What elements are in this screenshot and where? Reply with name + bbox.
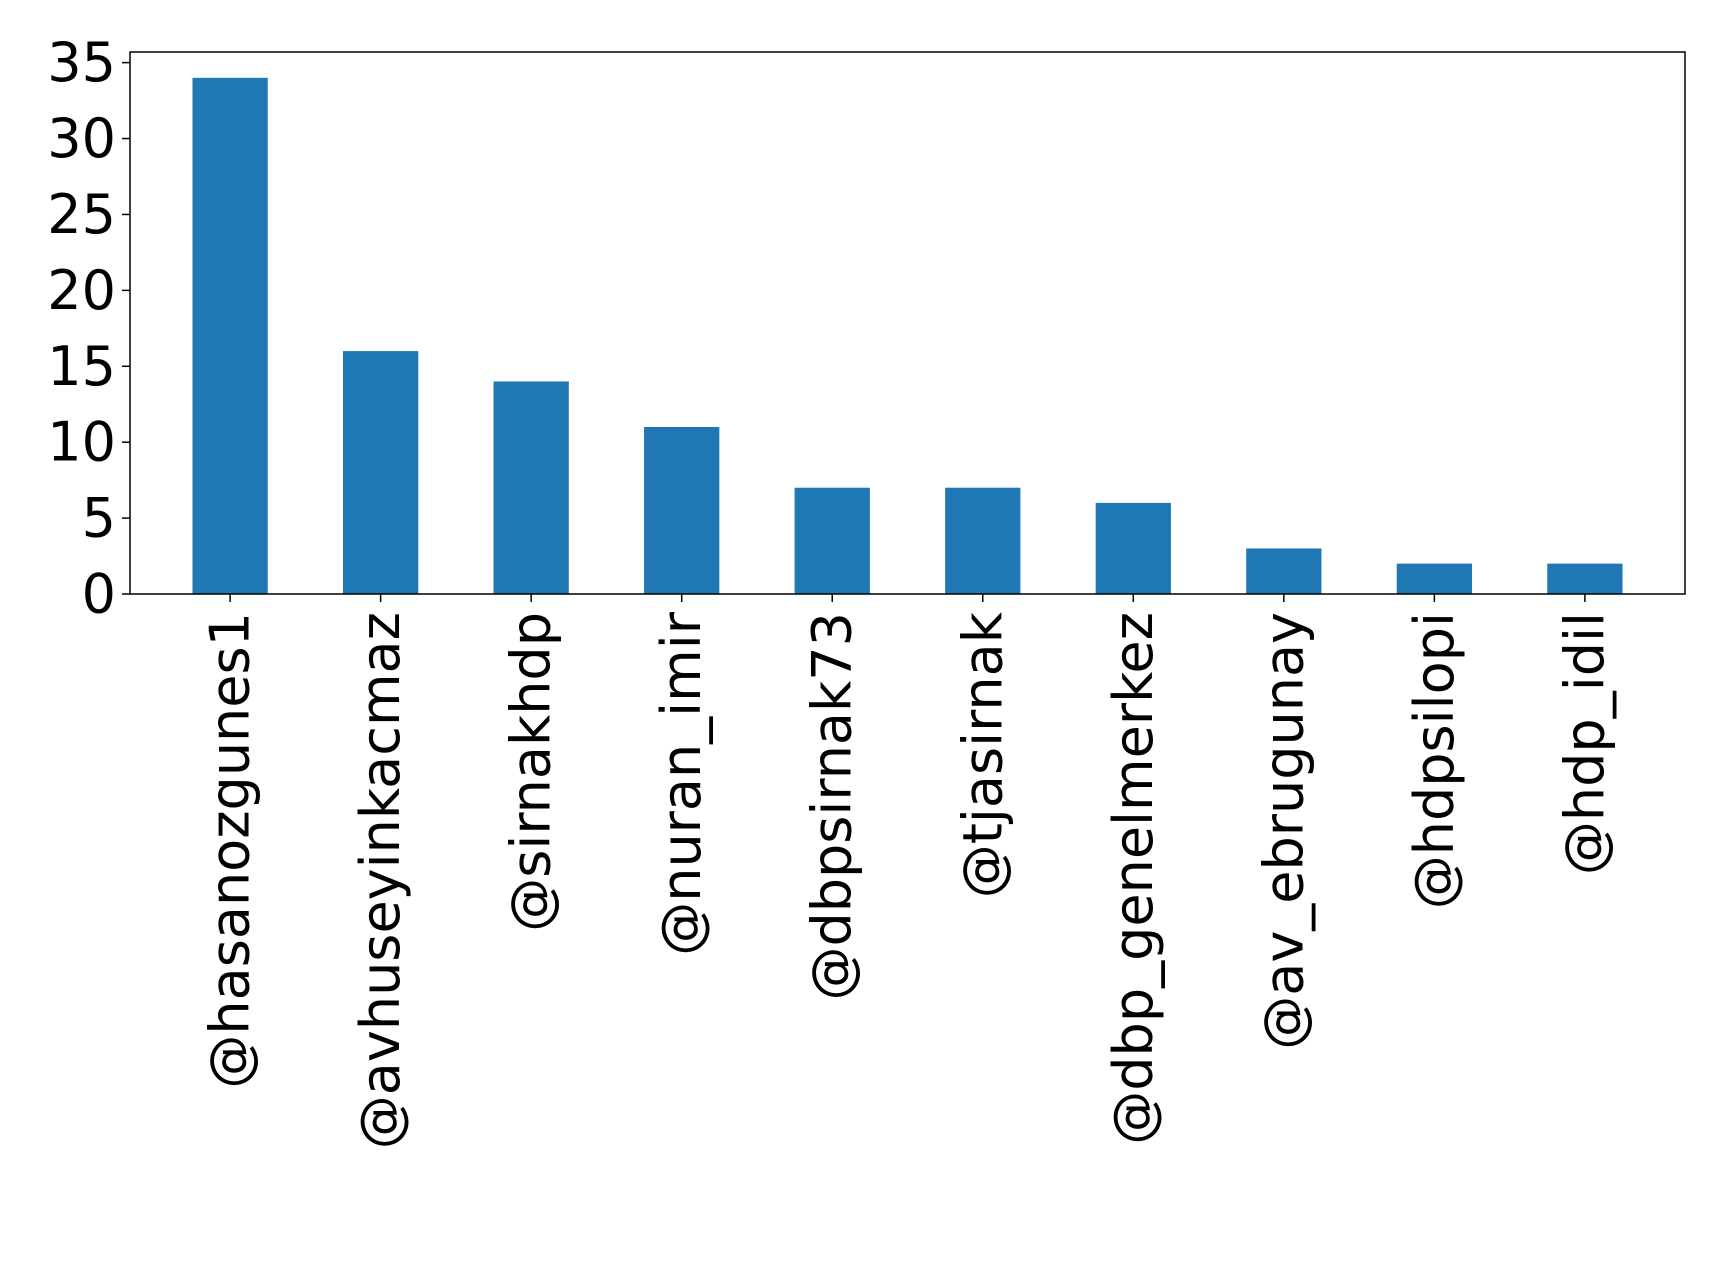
bar-dbpsirnak73 xyxy=(794,487,870,594)
bar-sirnakhdp xyxy=(493,381,569,594)
y-tick-label: 0 xyxy=(82,563,116,626)
x-tick-label: @av_ebrugunay xyxy=(1252,612,1315,1050)
x-tick-label: @hdp_idil xyxy=(1553,612,1616,875)
x-tick-label: @dbp_genelmerkez xyxy=(1102,612,1165,1145)
bar-av-ebrugunay xyxy=(1246,548,1322,594)
x-tick-label: @tjasirnak xyxy=(951,611,1014,898)
bar-nuran-imir xyxy=(644,426,720,594)
bar-hasanozgunes1 xyxy=(192,77,268,595)
x-tick-label: @dbpsirnak73 xyxy=(801,612,864,1001)
y-tick-label: 30 xyxy=(47,107,116,170)
y-tick-label: 15 xyxy=(47,335,116,398)
plot-frame xyxy=(129,51,1686,595)
bar-dbp-genelmerkez xyxy=(1095,502,1171,594)
x-tick-label: @nuran_imir xyxy=(650,611,713,956)
y-tick-label: 25 xyxy=(47,183,116,246)
x-tick-label: @avhuseyinkacmaz xyxy=(349,612,412,1149)
bar-hdpsilopi xyxy=(1396,563,1472,594)
y-axis: 0 5 10 15 20 25 30 35 xyxy=(47,31,130,626)
bars-group xyxy=(192,77,1623,595)
x-tick-label: @hdpsilopi xyxy=(1403,612,1466,909)
bar-hdp-idil xyxy=(1547,563,1623,594)
bar-tjasirnak xyxy=(945,487,1021,594)
bar-avhuseyinkacmaz xyxy=(343,351,419,594)
x-axis: @hasanozgunes1 @avhuseyinkacmaz @sirnakhdp… xyxy=(199,594,1616,1149)
y-tick-label: 5 xyxy=(82,487,116,550)
y-tick-label: 20 xyxy=(47,259,116,322)
y-tick-label: 10 xyxy=(47,411,116,474)
x-tick-label: @sirnakhdp xyxy=(500,612,563,932)
y-tick-label: 35 xyxy=(47,31,116,94)
x-tick-label: @hasanozgunes1 xyxy=(199,612,262,1089)
